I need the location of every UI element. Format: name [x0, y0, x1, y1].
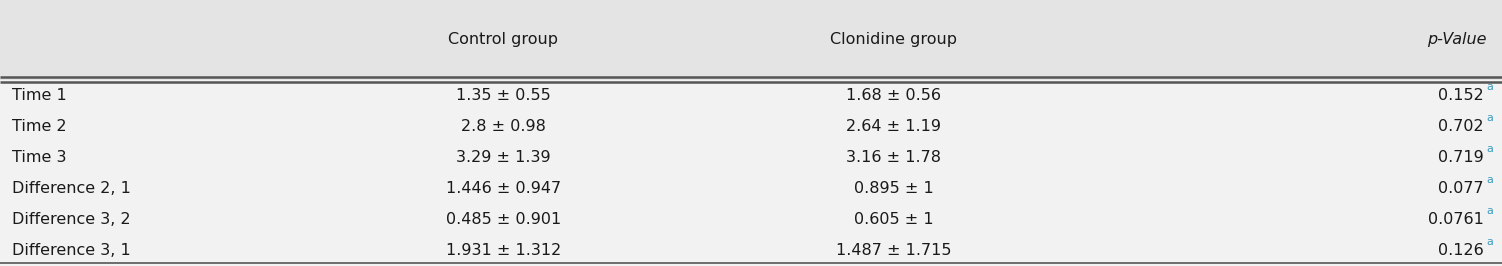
- Bar: [0, 204, 1502, 235]
- Text: 0.485 ± 0.901: 0.485 ± 0.901: [446, 212, 560, 227]
- Text: 1.35 ± 0.55: 1.35 ± 0.55: [455, 88, 551, 103]
- Text: 0.605 ± 1: 0.605 ± 1: [853, 212, 934, 227]
- Text: a: a: [1485, 206, 1493, 216]
- Bar: [0, 235, 1502, 266]
- Text: p-Value: p-Value: [1427, 32, 1487, 47]
- Text: Time 1: Time 1: [12, 88, 66, 103]
- Text: a: a: [1485, 144, 1493, 154]
- Text: a: a: [1485, 237, 1493, 247]
- Text: 1.487 ± 1.715: 1.487 ± 1.715: [837, 243, 951, 258]
- Text: Difference 3, 2: Difference 3, 2: [12, 212, 131, 227]
- Text: 2.8 ± 0.98: 2.8 ± 0.98: [461, 119, 545, 134]
- Bar: [0, 173, 1502, 204]
- Text: 1.931 ± 1.312: 1.931 ± 1.312: [446, 243, 560, 258]
- Text: 3.16 ± 1.78: 3.16 ± 1.78: [846, 150, 942, 165]
- Bar: [0, 0, 1502, 80]
- Text: 1.68 ± 0.56: 1.68 ± 0.56: [846, 88, 942, 103]
- Text: a: a: [1485, 82, 1493, 92]
- Text: Clonidine group: Clonidine group: [831, 32, 957, 47]
- Text: 0.702: 0.702: [1439, 119, 1484, 134]
- Text: 0.126: 0.126: [1439, 243, 1484, 258]
- Bar: [0, 142, 1502, 173]
- Bar: [0, 111, 1502, 142]
- Text: Difference 2, 1: Difference 2, 1: [12, 181, 131, 196]
- Text: 3.29 ± 1.39: 3.29 ± 1.39: [457, 150, 550, 165]
- Text: Control group: Control group: [448, 32, 559, 47]
- Text: 0.152: 0.152: [1439, 88, 1484, 103]
- Bar: [0, 80, 1502, 111]
- Text: 2.64 ± 1.19: 2.64 ± 1.19: [846, 119, 942, 134]
- Text: 1.446 ± 0.947: 1.446 ± 0.947: [446, 181, 560, 196]
- Text: Difference 3, 1: Difference 3, 1: [12, 243, 131, 258]
- Text: Time 2: Time 2: [12, 119, 66, 134]
- Text: 0.077: 0.077: [1439, 181, 1484, 196]
- Text: 0.0761: 0.0761: [1428, 212, 1484, 227]
- Text: Time 3: Time 3: [12, 150, 66, 165]
- Text: a: a: [1485, 113, 1493, 123]
- Text: 0.719: 0.719: [1439, 150, 1484, 165]
- Text: 0.895 ± 1: 0.895 ± 1: [853, 181, 934, 196]
- Text: a: a: [1485, 175, 1493, 185]
